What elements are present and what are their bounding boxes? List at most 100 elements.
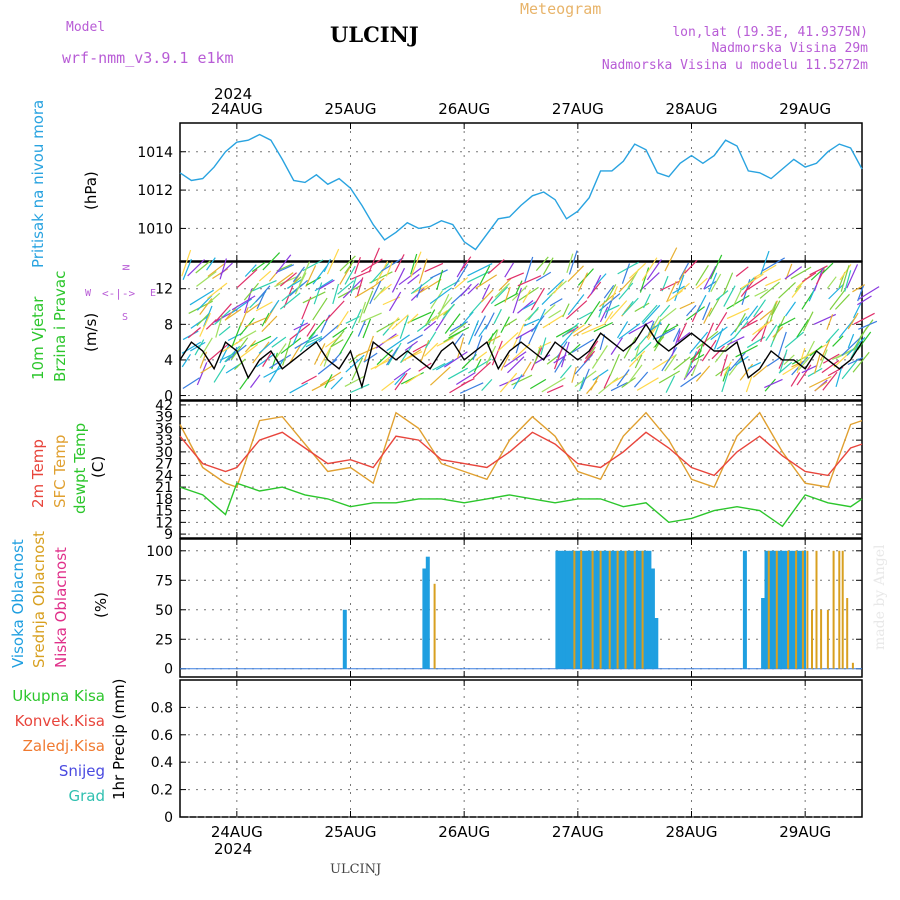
wind-barb bbox=[302, 291, 326, 304]
wind-barb bbox=[562, 322, 579, 338]
y-tick-label: 0 bbox=[164, 662, 173, 678]
wind-barb bbox=[454, 333, 464, 346]
wind-barb bbox=[778, 281, 796, 299]
precip-legend-freezing: Zaledj.Kisa bbox=[22, 737, 105, 755]
wind-barb bbox=[301, 375, 317, 385]
wind-barb bbox=[373, 286, 386, 301]
wind-barb bbox=[200, 364, 214, 374]
wind-barb bbox=[641, 257, 658, 281]
wind-barb bbox=[646, 259, 662, 281]
wind-barb bbox=[695, 264, 709, 286]
y-tick-label: 0 bbox=[164, 810, 173, 826]
wind-barb bbox=[634, 354, 643, 369]
x-tick-label-bottom: 29AUG bbox=[779, 823, 831, 841]
wind-barb bbox=[559, 327, 577, 348]
wind-barb bbox=[240, 306, 249, 327]
wind-barb bbox=[655, 327, 676, 340]
y-tick-label: 0 bbox=[164, 389, 173, 405]
wind-barb bbox=[196, 271, 217, 287]
wind-barb bbox=[822, 371, 838, 391]
wind-barb bbox=[279, 292, 301, 310]
wind-barb bbox=[777, 317, 796, 328]
wind-barb bbox=[847, 312, 859, 330]
wind-barb bbox=[673, 356, 691, 371]
wind-barb bbox=[790, 266, 812, 280]
wind-barb bbox=[407, 334, 423, 345]
y-tick-label: 21 bbox=[155, 480, 173, 496]
wind-barb bbox=[480, 289, 494, 303]
y-tick-label: 30 bbox=[155, 445, 173, 461]
compass-arrows: <-|-> bbox=[102, 287, 136, 300]
wind-barb bbox=[407, 274, 420, 285]
wind-barb bbox=[203, 305, 213, 327]
wind-barb bbox=[567, 265, 584, 282]
wind-barb bbox=[351, 357, 364, 381]
wind-barb bbox=[617, 321, 629, 339]
wind-barb bbox=[835, 365, 843, 388]
wind-barb bbox=[436, 337, 454, 347]
wind-barb bbox=[517, 275, 542, 287]
wind-barb bbox=[494, 282, 510, 298]
wind-barb bbox=[590, 274, 602, 295]
wind-barb bbox=[194, 339, 205, 356]
cloud-bar bbox=[573, 550, 576, 669]
wind-barb bbox=[498, 277, 512, 292]
compass-e: E bbox=[150, 288, 157, 299]
wind-barb bbox=[467, 263, 493, 277]
wind-barb bbox=[686, 304, 697, 317]
wind-barb bbox=[481, 378, 493, 392]
cloud-bar bbox=[767, 550, 770, 669]
wind-barb bbox=[573, 324, 592, 337]
wind-barb bbox=[652, 355, 676, 371]
y-tick-label: 0.8 bbox=[151, 700, 173, 716]
cloud-bar bbox=[633, 550, 636, 669]
cloud-bar bbox=[620, 550, 625, 669]
wind-barb bbox=[746, 305, 759, 321]
wind-barb bbox=[243, 282, 259, 301]
wind-barb bbox=[542, 257, 554, 275]
x-tick-label-bottom: 24AUG bbox=[211, 823, 263, 841]
wind-barb bbox=[680, 372, 702, 388]
wind-barb bbox=[813, 353, 821, 374]
wind-barb bbox=[850, 341, 861, 359]
y-tick-label: 12 bbox=[155, 282, 173, 298]
wind-barb bbox=[659, 304, 671, 317]
x-tick-label-top: 28AUG bbox=[666, 100, 718, 118]
cloud-bar bbox=[569, 550, 573, 669]
wind-barb bbox=[354, 257, 361, 274]
cloud-bar bbox=[802, 550, 806, 669]
wind-barb bbox=[583, 350, 596, 364]
y-tick-label: 8 bbox=[164, 317, 173, 333]
wind-barb bbox=[375, 261, 389, 284]
wind-barb bbox=[398, 267, 422, 286]
cloud-bar bbox=[591, 550, 594, 669]
wind-barb bbox=[571, 366, 577, 383]
wind-barb bbox=[292, 319, 305, 346]
x-tick-label-bottom: 28AUG bbox=[666, 823, 718, 841]
page-title: ULCINJ bbox=[330, 22, 419, 47]
wind-barb bbox=[276, 272, 294, 286]
wind-barb bbox=[506, 272, 525, 281]
wind-barb bbox=[735, 344, 758, 358]
wind-barb bbox=[696, 330, 719, 350]
wind-barb bbox=[218, 325, 231, 336]
wind-barb bbox=[206, 282, 228, 300]
wind-barb bbox=[460, 283, 472, 297]
wind-barb bbox=[299, 331, 316, 352]
wind-barb bbox=[407, 311, 432, 324]
wind-barb bbox=[623, 336, 637, 359]
precip-legend-hail: Grad bbox=[68, 787, 105, 805]
wind-barb bbox=[425, 315, 438, 325]
wind-barb bbox=[577, 272, 589, 292]
sfc-temp-line bbox=[179, 411, 863, 488]
wind-barb bbox=[443, 331, 461, 343]
wind-barb bbox=[553, 346, 564, 370]
wind-barb bbox=[728, 357, 743, 376]
wind-barb bbox=[841, 335, 863, 357]
wind-barb bbox=[219, 258, 227, 280]
wind-barb bbox=[548, 309, 562, 319]
cloud-bar bbox=[761, 598, 766, 669]
cloud-bar bbox=[846, 598, 849, 669]
y-tick-label: 36 bbox=[155, 421, 173, 437]
wind-barb bbox=[581, 323, 605, 335]
